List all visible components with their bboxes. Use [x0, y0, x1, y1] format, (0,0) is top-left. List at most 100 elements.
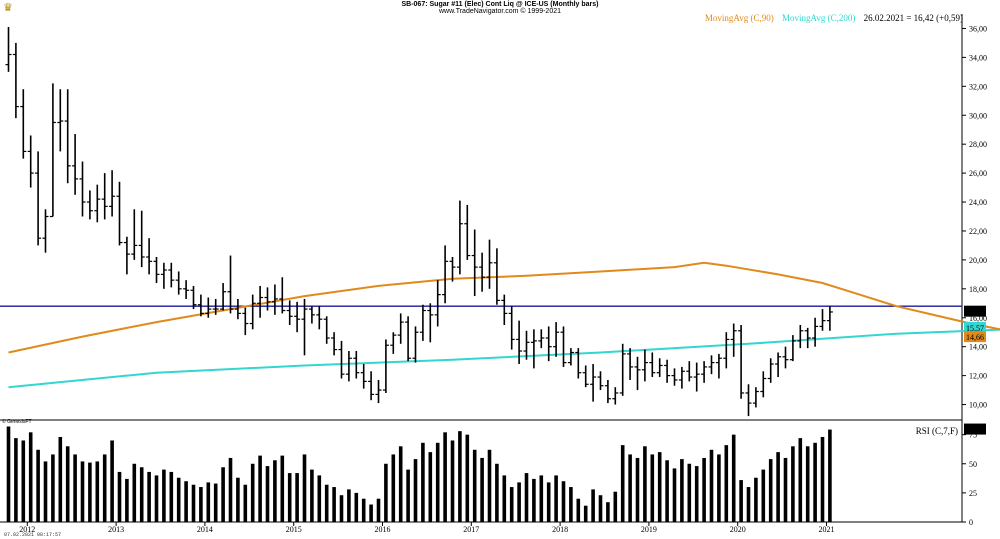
ohlc-bar [641, 349, 648, 382]
rsi-bar [754, 477, 758, 522]
ohlc-bar [715, 353, 722, 379]
ohlc-bar [442, 245, 449, 304]
ohlc-bar [456, 200, 463, 275]
rsi-bar [813, 442, 817, 522]
rsi-bar [465, 434, 470, 522]
ohlc-bar [708, 355, 715, 375]
rsi-bar [384, 463, 388, 522]
ohlc-bar [197, 294, 204, 317]
ma-legend: MovingAvg (C,90) MovingAvg (C,200) 26.02… [705, 13, 963, 23]
rsi-bar [206, 482, 211, 522]
rsi-bar [480, 457, 484, 522]
x-tick-label: 2018 [552, 525, 568, 534]
rsi-bar [191, 484, 196, 522]
ohlc-bar [316, 306, 323, 330]
ohlc-bar [123, 236, 130, 275]
ohlc-bar [183, 280, 190, 299]
rsi-bar [236, 477, 240, 522]
ohlc-bar [471, 229, 478, 297]
rsi-bar [657, 452, 662, 522]
rsi-bar [487, 449, 492, 522]
last-price-label: 16,42 [966, 308, 984, 317]
y-tick-label: 30,00 [969, 111, 987, 120]
ohlc-bar [72, 134, 79, 195]
ohlc-bar [590, 364, 597, 402]
y-tick-label: 12,00 [969, 372, 987, 381]
rsi-bar [702, 457, 706, 522]
ma200-price-label: 15,57 [966, 324, 984, 333]
ohlc-bar [64, 89, 71, 184]
x-tick-label: 2017 [463, 525, 479, 534]
rsi-tick-label: 0 [969, 518, 973, 527]
ma200-legend: MovingAvg (C,200) [782, 13, 856, 23]
rsi-bar [406, 469, 410, 522]
rsi-bar [125, 478, 129, 522]
ohlc-bar [664, 359, 671, 383]
ohlc-bar [79, 161, 86, 217]
rsi-bar [147, 471, 151, 522]
ohlc-bar [775, 352, 782, 378]
ohlc-bar [730, 323, 737, 357]
rsi-bar [628, 454, 632, 522]
ohlc-bar [160, 262, 167, 289]
rsi-bar [302, 454, 307, 522]
ohlc-bar [464, 204, 471, 260]
rsi-bar [139, 467, 144, 522]
ma200-line [8, 328, 1000, 389]
rsi-tick-label: 50 [969, 460, 977, 469]
rsi-bar [265, 466, 270, 522]
ohlc-bar [582, 365, 589, 388]
rsi-bar [184, 481, 188, 522]
ohlc-bar [116, 181, 123, 246]
y-tick-label: 14,00 [969, 343, 987, 352]
rsi-bar [73, 454, 77, 522]
ohlc-bar [190, 285, 197, 310]
x-tick-label: 2012 [19, 525, 35, 534]
rsi-bar [162, 469, 166, 522]
ohlc-bar [819, 309, 826, 331]
ohlc-bar [131, 209, 138, 260]
rsi-bar [391, 454, 396, 522]
ohlc-bar [109, 170, 116, 217]
ohlc-bar [671, 368, 678, 386]
rsi-bar [502, 475, 507, 522]
rsi-bar [694, 466, 699, 522]
rsi-bar [665, 460, 669, 522]
rsi-bar [643, 446, 647, 522]
rsi-bar [310, 469, 314, 522]
rsi-bar [80, 461, 85, 522]
y-tick-label: 16,00 [969, 314, 987, 323]
rsi-bar [58, 436, 63, 522]
ohlc-bar [35, 151, 42, 246]
rsi-last-label-bg [964, 423, 986, 435]
rsi-bar [524, 473, 529, 522]
rsi-bar [376, 498, 381, 522]
y-tick-label: 20,00 [969, 256, 987, 265]
ohlc-bar [249, 294, 256, 330]
rsi-bar [176, 477, 181, 522]
ohlc-bar [397, 313, 404, 344]
rsi-bar [287, 473, 292, 522]
rsi-bar [332, 487, 336, 522]
ohlc-bar [686, 361, 693, 382]
ohlc-bar [604, 379, 611, 404]
rsi-bar [672, 468, 677, 522]
rsi-bar [680, 459, 684, 522]
rsi-bar [36, 449, 40, 522]
ohlc-bar [227, 255, 234, 314]
rsi-bar [598, 495, 603, 522]
ohlc-bar [752, 387, 759, 408]
last-price-label-bg [964, 305, 986, 317]
ohlc-bar [308, 306, 315, 324]
rsi-bar [717, 454, 721, 522]
rsi-bar [620, 445, 625, 522]
rsi-bar [591, 489, 595, 522]
ohlc-bar [693, 362, 700, 392]
rsi-bar [398, 446, 403, 522]
ohlc-bar [493, 248, 500, 305]
rsi-bar [650, 454, 655, 522]
y-tick-label: 28,00 [969, 140, 987, 149]
ma90-price-label-bg [964, 331, 986, 343]
y-tick-label: 24,00 [969, 198, 987, 207]
